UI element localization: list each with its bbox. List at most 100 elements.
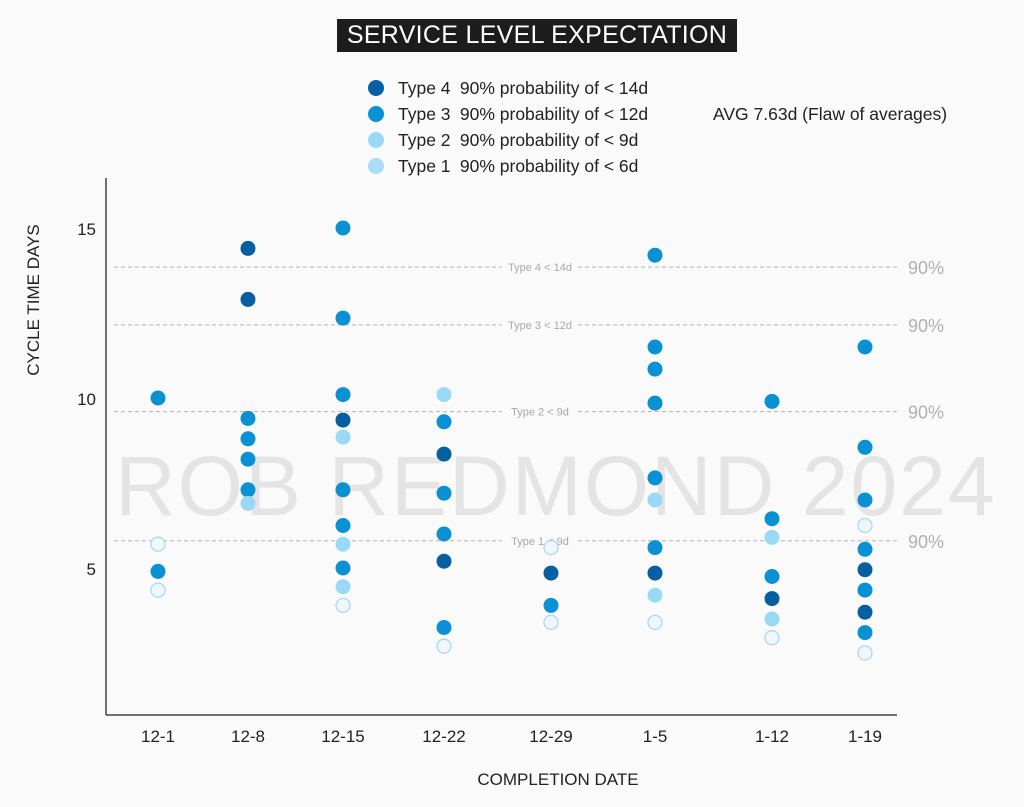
data-point-type3 bbox=[335, 387, 351, 403]
data-point-type4 bbox=[857, 562, 873, 578]
data-point-type3 bbox=[436, 526, 452, 542]
data-point-type2 bbox=[335, 579, 351, 595]
data-point-type3 bbox=[240, 482, 256, 498]
threshold-percent-label: 90% bbox=[908, 316, 944, 336]
legend-type-label: Type 1 bbox=[398, 156, 451, 176]
y-tick-label: 15 bbox=[77, 220, 96, 239]
data-point-type2 bbox=[764, 529, 780, 545]
data-point-type3 bbox=[647, 247, 663, 263]
average-note: AVG 7.63d (Flaw of averages) bbox=[713, 104, 948, 124]
data-point-type4 bbox=[436, 446, 452, 462]
data-point-type1 bbox=[436, 638, 452, 654]
data-point-type4 bbox=[857, 604, 873, 620]
data-point-type4 bbox=[543, 565, 559, 581]
data-point-type1 bbox=[764, 630, 780, 646]
data-point-type3 bbox=[335, 482, 351, 498]
data-point-type3 bbox=[240, 410, 256, 426]
data-point-type3 bbox=[857, 439, 873, 455]
data-point-type3 bbox=[647, 395, 663, 411]
data-point-type3 bbox=[150, 390, 166, 406]
data-point-type1 bbox=[857, 517, 873, 534]
data-point-type1 bbox=[647, 614, 663, 631]
data-point-type3 bbox=[335, 310, 351, 326]
threshold-percent-label: 90% bbox=[908, 532, 944, 552]
data-point-type3 bbox=[335, 518, 351, 533]
data-point-type3 bbox=[857, 339, 873, 355]
data-point-type4 bbox=[240, 240, 256, 256]
x-tick-label: 1-12 bbox=[755, 727, 789, 746]
y-axis-label: CYCLE TIME DAYS bbox=[24, 224, 43, 376]
chart-title: SERVICE LEVEL EXPECTATION bbox=[337, 19, 737, 52]
threshold-label: Type 3 < 12d bbox=[508, 320, 572, 332]
threshold-percent-label: 90% bbox=[908, 403, 944, 423]
legend-text: 90% probability of < 12d bbox=[459, 104, 649, 124]
threshold-percent-label: 90% bbox=[908, 258, 944, 278]
data-point-type3 bbox=[764, 569, 780, 584]
data-point-type4 bbox=[647, 565, 663, 581]
data-point-type3 bbox=[647, 470, 663, 486]
threshold-label: Type 4 < 14d bbox=[508, 262, 572, 274]
legend: Type 4 90% probability of < 14d Type 3 9… bbox=[368, 75, 648, 179]
legend-text: 90% probability of < 14d bbox=[459, 78, 649, 98]
data-point-type4 bbox=[335, 412, 351, 428]
threshold-label: Type 1 < 9d bbox=[511, 536, 569, 548]
y-tick-label: 10 bbox=[77, 390, 96, 409]
legend-item-type2: Type 2 90% probability of < 9d bbox=[368, 127, 648, 153]
data-point-type2 bbox=[647, 587, 663, 603]
data-point-type3 bbox=[764, 393, 780, 409]
data-point-type4 bbox=[240, 291, 256, 307]
data-point-type3 bbox=[436, 620, 452, 635]
data-point-type2 bbox=[647, 492, 663, 508]
legend-marker-type1 bbox=[368, 158, 384, 174]
data-point-type3 bbox=[857, 492, 873, 508]
data-point-type1 bbox=[150, 536, 166, 552]
data-point-type4 bbox=[764, 591, 780, 607]
threshold-label: Type 2 < 9d bbox=[511, 407, 569, 419]
data-point-type1 bbox=[543, 539, 559, 556]
legend-type-label: Type 4 bbox=[398, 78, 451, 98]
data-point-type3 bbox=[857, 541, 873, 557]
x-tick-label: 12-29 bbox=[529, 727, 572, 746]
x-axis-label: COMPLETION DATE bbox=[477, 770, 639, 789]
y-tick-label: 5 bbox=[87, 560, 96, 579]
data-point-type3 bbox=[240, 431, 256, 447]
data-point-type1 bbox=[335, 597, 351, 614]
legend-item-type3: Type 3 90% probability of < 12d bbox=[368, 101, 648, 127]
legend-marker-type3 bbox=[368, 106, 384, 122]
data-point-type3 bbox=[335, 220, 351, 236]
data-point-type3 bbox=[543, 597, 559, 613]
legend-item-type1: Type 1 90% probability of < 6d bbox=[368, 153, 648, 179]
x-tick-label: 12-15 bbox=[321, 727, 364, 746]
legend-type-label: Type 2 bbox=[398, 130, 451, 150]
data-point-type2 bbox=[240, 495, 256, 511]
data-point-type4 bbox=[436, 553, 452, 569]
data-point-type2 bbox=[764, 611, 780, 627]
x-tick-label: 12-1 bbox=[141, 727, 175, 746]
watermark: ROB REDMOND 2024 bbox=[115, 439, 997, 533]
data-point-type3 bbox=[335, 560, 351, 576]
x-tick-label: 1-5 bbox=[643, 727, 668, 746]
legend-marker-type2 bbox=[368, 132, 384, 148]
legend-type-label: Type 3 bbox=[398, 104, 451, 124]
data-point-type1 bbox=[857, 645, 873, 661]
data-point-type3 bbox=[240, 451, 256, 467]
legend-text: 90% probability of < 6d bbox=[459, 156, 639, 176]
legend-marker-type4 bbox=[368, 80, 384, 96]
data-point-type3 bbox=[857, 582, 873, 598]
data-point-type2 bbox=[335, 536, 351, 552]
data-point-type2 bbox=[335, 429, 351, 445]
x-tick-label: 1-19 bbox=[848, 727, 882, 746]
legend-text: 90% probability of < 9d bbox=[459, 130, 639, 150]
data-point-type1 bbox=[150, 582, 166, 598]
data-point-type3 bbox=[647, 339, 663, 355]
x-tick-label: 12-22 bbox=[422, 727, 465, 746]
data-point-type3 bbox=[857, 625, 873, 641]
data-point-type3 bbox=[436, 485, 452, 501]
data-point-type3 bbox=[764, 511, 780, 527]
data-point-type3 bbox=[647, 540, 663, 556]
data-point-type3 bbox=[436, 414, 452, 430]
data-point-type3 bbox=[647, 361, 663, 377]
data-point-type2 bbox=[436, 387, 452, 403]
data-point-type1 bbox=[543, 614, 559, 631]
